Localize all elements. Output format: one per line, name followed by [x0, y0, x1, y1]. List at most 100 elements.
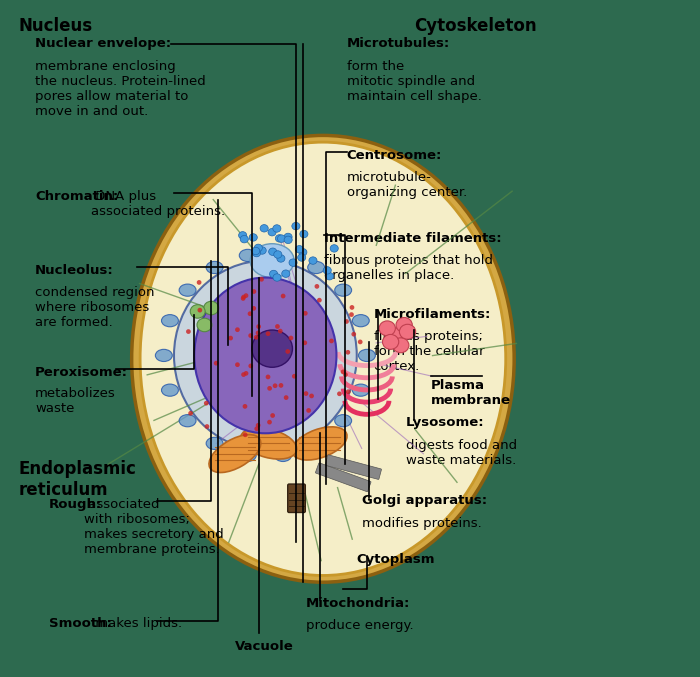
Ellipse shape — [179, 284, 196, 297]
Ellipse shape — [254, 244, 262, 252]
Ellipse shape — [132, 135, 514, 582]
Ellipse shape — [306, 408, 311, 413]
Ellipse shape — [214, 361, 218, 366]
Ellipse shape — [241, 428, 297, 459]
Ellipse shape — [300, 230, 308, 238]
Ellipse shape — [273, 225, 281, 232]
Text: Cytoplasm: Cytoplasm — [357, 553, 435, 566]
Ellipse shape — [197, 318, 212, 332]
Text: fibrous proteins;
form the cellular
cortex.: fibrous proteins; form the cellular cort… — [374, 330, 484, 374]
Ellipse shape — [235, 327, 240, 332]
Ellipse shape — [269, 248, 276, 255]
Ellipse shape — [276, 255, 285, 262]
Ellipse shape — [265, 374, 270, 379]
Ellipse shape — [248, 311, 253, 316]
Text: Nuclear envelope:: Nuclear envelope: — [35, 37, 172, 50]
Ellipse shape — [241, 294, 246, 299]
Ellipse shape — [304, 391, 309, 396]
Text: Nucleus: Nucleus — [18, 17, 92, 35]
Ellipse shape — [209, 435, 261, 473]
Ellipse shape — [239, 232, 246, 239]
Ellipse shape — [186, 329, 191, 334]
Ellipse shape — [279, 383, 284, 388]
Ellipse shape — [352, 384, 370, 396]
Ellipse shape — [252, 330, 293, 367]
Ellipse shape — [335, 414, 351, 427]
Text: form the
mitotic spindle and
maintain cell shape.: form the mitotic spindle and maintain ce… — [346, 60, 482, 103]
Ellipse shape — [382, 334, 399, 349]
Ellipse shape — [277, 235, 286, 242]
Ellipse shape — [248, 333, 253, 338]
Ellipse shape — [349, 305, 354, 310]
Ellipse shape — [204, 301, 218, 315]
Ellipse shape — [256, 330, 260, 335]
Ellipse shape — [195, 278, 337, 433]
Ellipse shape — [292, 222, 300, 230]
Ellipse shape — [179, 414, 196, 427]
Ellipse shape — [204, 424, 209, 429]
Ellipse shape — [239, 450, 256, 462]
Ellipse shape — [309, 257, 317, 264]
Ellipse shape — [259, 277, 264, 282]
Ellipse shape — [323, 267, 331, 274]
Ellipse shape — [286, 349, 290, 354]
Ellipse shape — [241, 296, 246, 301]
Text: modifies proteins.: modifies proteins. — [362, 517, 482, 529]
Ellipse shape — [235, 362, 240, 367]
Text: Endoplasmic
reticulum: Endoplasmic reticulum — [18, 460, 136, 499]
Ellipse shape — [292, 427, 347, 460]
Ellipse shape — [273, 274, 281, 281]
Text: produce energy.: produce energy. — [306, 619, 414, 632]
Ellipse shape — [379, 321, 396, 336]
Ellipse shape — [344, 319, 349, 324]
Ellipse shape — [267, 420, 272, 424]
Ellipse shape — [317, 298, 322, 303]
Ellipse shape — [275, 235, 284, 242]
Ellipse shape — [284, 233, 292, 240]
Ellipse shape — [308, 437, 325, 450]
Ellipse shape — [351, 332, 356, 336]
Text: Golgi apparatus:: Golgi apparatus: — [362, 494, 487, 507]
Text: Rough:: Rough: — [49, 498, 102, 510]
Ellipse shape — [253, 249, 260, 257]
Ellipse shape — [274, 450, 291, 462]
Text: makes lipids.: makes lipids. — [92, 617, 183, 630]
Ellipse shape — [352, 315, 370, 327]
Ellipse shape — [281, 270, 290, 278]
Ellipse shape — [309, 393, 314, 398]
Ellipse shape — [270, 413, 275, 418]
Text: fibrous proteins that hold
organelles in place.: fibrous proteins that hold organelles in… — [324, 254, 494, 282]
Ellipse shape — [267, 386, 272, 391]
Ellipse shape — [206, 437, 223, 450]
Ellipse shape — [256, 324, 261, 329]
Ellipse shape — [256, 423, 260, 428]
Ellipse shape — [400, 324, 416, 339]
Ellipse shape — [268, 228, 276, 236]
Ellipse shape — [140, 142, 505, 575]
Ellipse shape — [244, 371, 248, 376]
Ellipse shape — [335, 284, 351, 297]
Ellipse shape — [251, 306, 256, 311]
Ellipse shape — [396, 318, 412, 332]
Ellipse shape — [346, 350, 350, 355]
Ellipse shape — [251, 289, 256, 294]
Text: Microtubules:: Microtubules: — [346, 37, 450, 50]
Ellipse shape — [358, 340, 363, 345]
Ellipse shape — [155, 349, 172, 362]
Ellipse shape — [190, 305, 205, 318]
Ellipse shape — [270, 270, 278, 278]
Ellipse shape — [197, 308, 202, 313]
FancyBboxPatch shape — [326, 455, 382, 479]
Ellipse shape — [244, 293, 248, 298]
Text: condensed region
where ribosomes
are formed.: condensed region where ribosomes are for… — [35, 286, 155, 329]
Ellipse shape — [393, 338, 409, 353]
Ellipse shape — [349, 312, 354, 317]
Ellipse shape — [241, 372, 246, 377]
Ellipse shape — [254, 335, 258, 340]
Text: Microfilaments:: Microfilaments: — [374, 308, 491, 321]
Ellipse shape — [260, 225, 268, 232]
Ellipse shape — [248, 364, 253, 368]
Text: Lysosome:: Lysosome: — [406, 416, 485, 429]
Ellipse shape — [204, 401, 209, 406]
Ellipse shape — [275, 324, 280, 329]
